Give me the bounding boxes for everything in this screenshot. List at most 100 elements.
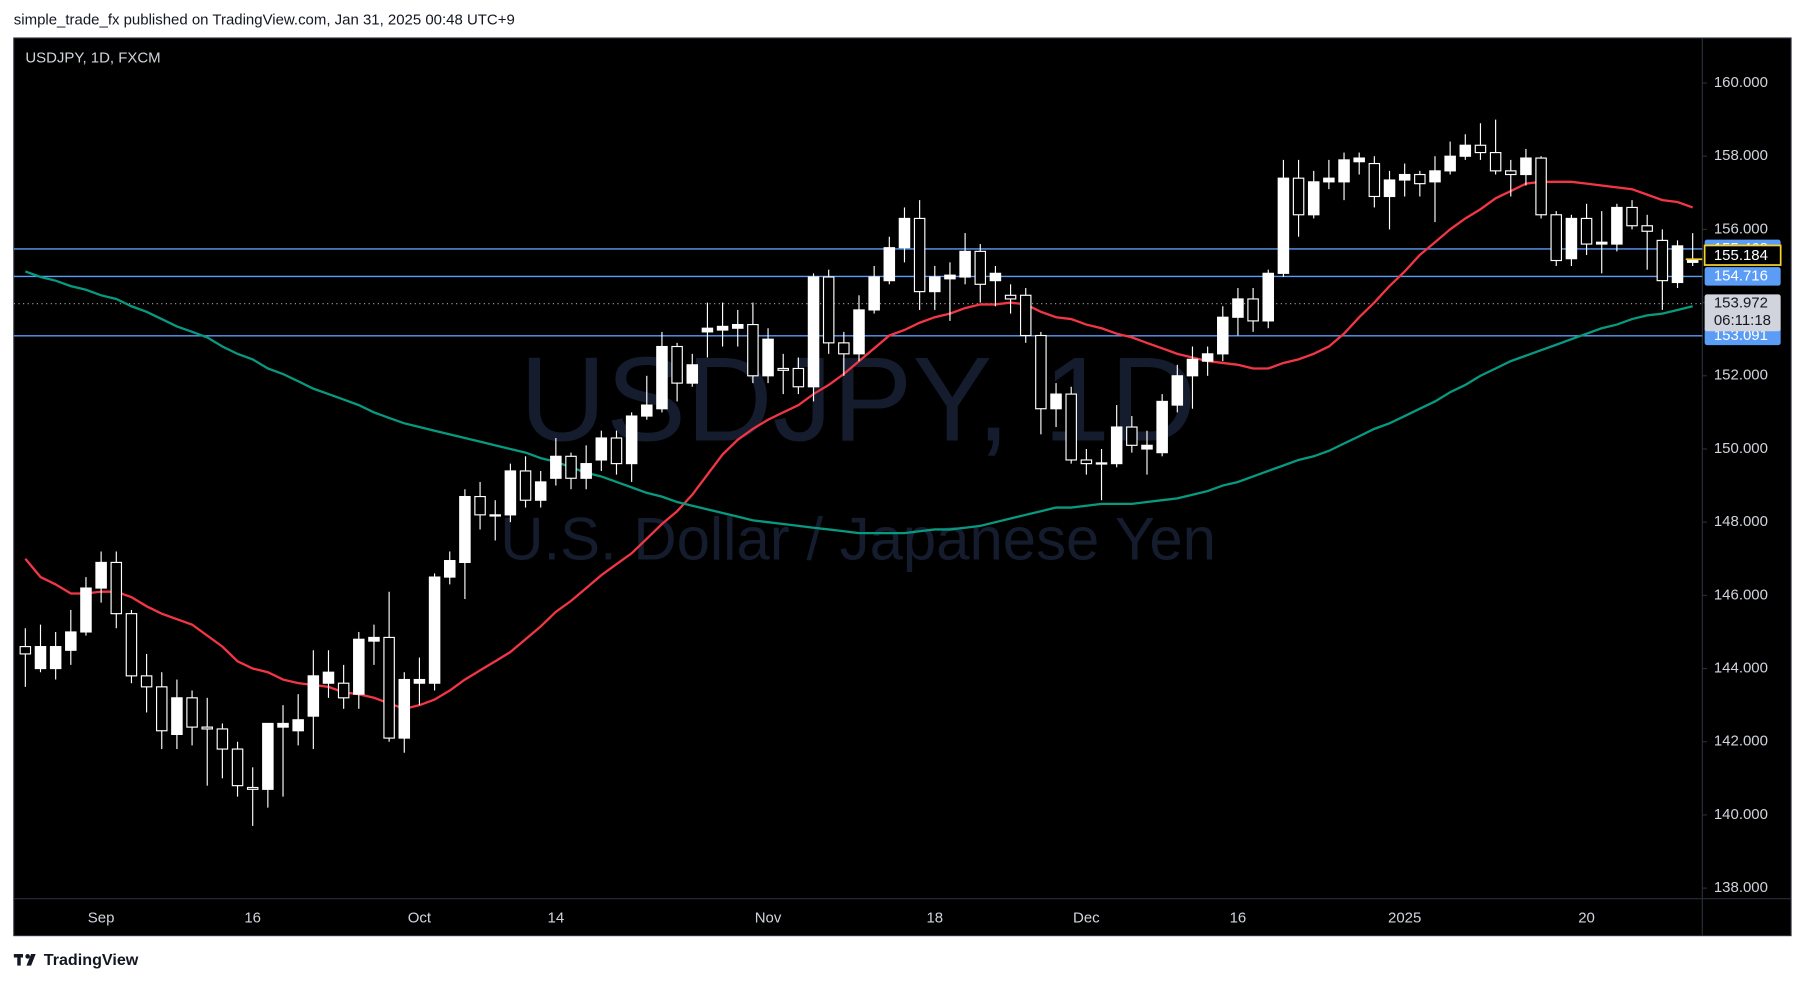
- y-tick-label: 148.000: [1714, 513, 1768, 530]
- candle-body: [1656, 239, 1669, 282]
- candle-body: [292, 719, 304, 732]
- candle-body: [898, 217, 911, 249]
- watermark-subtitle: U.S. Dollar / Japanese Yen: [500, 506, 1216, 573]
- candle-body: [944, 274, 956, 280]
- candle-body: [353, 638, 365, 695]
- candle-body: [1671, 245, 1684, 284]
- x-tick-label: Dec: [1073, 909, 1100, 926]
- logo-part: [17, 954, 21, 966]
- last-price-label: 155.184: [1714, 247, 1768, 264]
- candle-body: [580, 463, 592, 479]
- line-price-label: 154.716: [1714, 267, 1768, 284]
- candle-body: [929, 276, 941, 293]
- candle-body: [1383, 179, 1396, 198]
- candle-body: [383, 636, 395, 739]
- logo-part: [25, 954, 30, 959]
- candle-body: [1292, 177, 1305, 216]
- candle-body: [853, 309, 865, 355]
- candle-body: [1353, 157, 1365, 163]
- x-tick-label: 20: [1578, 909, 1595, 926]
- candle-body: [1277, 177, 1290, 274]
- candle-body: [1201, 353, 1214, 362]
- candle-body: [762, 338, 774, 377]
- candle-body: [1565, 217, 1578, 260]
- candle-body: [186, 697, 198, 728]
- candle-body: [550, 455, 562, 479]
- candle-body: [1035, 334, 1047, 410]
- candle-body: [625, 415, 638, 465]
- candle-body: [474, 495, 486, 516]
- candle-body: [1262, 272, 1275, 322]
- candle-body: [595, 437, 608, 461]
- candle-body: [19, 646, 32, 655]
- candle-body: [307, 675, 320, 717]
- candle-body: [1247, 298, 1259, 322]
- countdown-box: [1704, 294, 1781, 332]
- plot-area: USDJPY, 1D U.S. Dollar / Japanese Yen: [13, 119, 1703, 826]
- candle-body: [913, 217, 926, 293]
- y-tick-label: 158.000: [1714, 147, 1768, 164]
- candle-body: [671, 345, 683, 384]
- candle-body: [125, 613, 138, 677]
- tradingview-logo: [13, 954, 36, 966]
- candle-body: [1368, 162, 1381, 198]
- candle-body: [610, 437, 623, 465]
- y-tick-label: 146.000: [1714, 586, 1768, 603]
- candle-body: [565, 455, 577, 479]
- candle-body: [868, 276, 880, 311]
- candle-body: [1595, 241, 1608, 245]
- x-tick-label: 2025: [1388, 909, 1421, 926]
- chart-panel: [13, 37, 1792, 937]
- candle-body: [443, 560, 456, 578]
- y-tick-label: 152.000: [1714, 367, 1768, 384]
- candle-body: [322, 671, 335, 684]
- candle-body: [201, 726, 213, 730]
- candle-body: [959, 250, 971, 278]
- candle-body: [656, 345, 668, 410]
- candle-body: [1429, 170, 1441, 183]
- candle-body: [1004, 294, 1017, 300]
- y-tick-label: 138.000: [1714, 879, 1768, 896]
- candle-body: [1489, 151, 1502, 172]
- candle-body: [883, 247, 896, 282]
- candle-body: [1307, 181, 1320, 216]
- candle-body: [686, 364, 699, 384]
- candle-body: [807, 276, 820, 388]
- candle-body: [1171, 375, 1184, 406]
- candle-body: [1095, 462, 1108, 465]
- candle-body: [95, 561, 107, 589]
- candle-body: [140, 675, 153, 688]
- candle-body: [49, 646, 62, 670]
- candle-body: [1019, 294, 1032, 337]
- candle-body: [65, 631, 77, 651]
- candle-body: [1444, 155, 1456, 172]
- candle-body: [1550, 214, 1563, 262]
- candle-body: [641, 404, 653, 417]
- candle-body: [747, 323, 759, 377]
- candle-body: [792, 367, 805, 388]
- x-tick-label: 18: [926, 909, 943, 926]
- candle-body: [277, 722, 289, 728]
- candle-body: [1050, 393, 1062, 410]
- candle-body: [34, 646, 47, 670]
- candle-body: [1459, 144, 1472, 157]
- x-tick-label: Sep: [88, 909, 115, 926]
- candle-body: [974, 250, 987, 285]
- candle-body: [1398, 173, 1411, 181]
- last-price-box: [1703, 244, 1782, 266]
- candle-body: [428, 576, 441, 684]
- line-price-label-box: [1704, 267, 1781, 286]
- moving-average-line: [24, 270, 1693, 535]
- x-tick-label: Nov: [755, 909, 782, 926]
- candle-body: [337, 682, 350, 699]
- candle-body: [1520, 157, 1532, 176]
- candle-body: [413, 678, 426, 684]
- publisher-line: simple_trade_fx published on TradingView…: [14, 12, 515, 29]
- candle-body: [1065, 393, 1077, 461]
- candle-body: [110, 561, 123, 615]
- candle-body: [1217, 316, 1229, 355]
- candle-body: [1110, 426, 1123, 465]
- candle-body: [1080, 459, 1093, 465]
- candle-body: [1141, 444, 1153, 450]
- candle-body: [822, 276, 835, 344]
